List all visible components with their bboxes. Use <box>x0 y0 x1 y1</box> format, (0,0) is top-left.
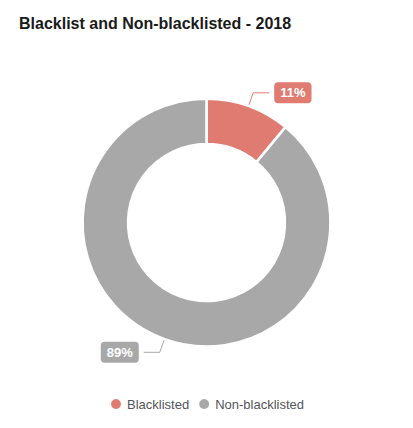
svg-text:11%: 11% <box>280 85 306 100</box>
svg-text:Non-blacklisted: Non-blacklisted <box>215 397 304 412</box>
svg-text:89%: 89% <box>107 345 133 360</box>
svg-text:Blacklist and Non-blacklisted: Blacklist and Non-blacklisted - 2018 <box>19 15 291 32</box>
svg-text:Blacklisted: Blacklisted <box>127 397 189 412</box>
